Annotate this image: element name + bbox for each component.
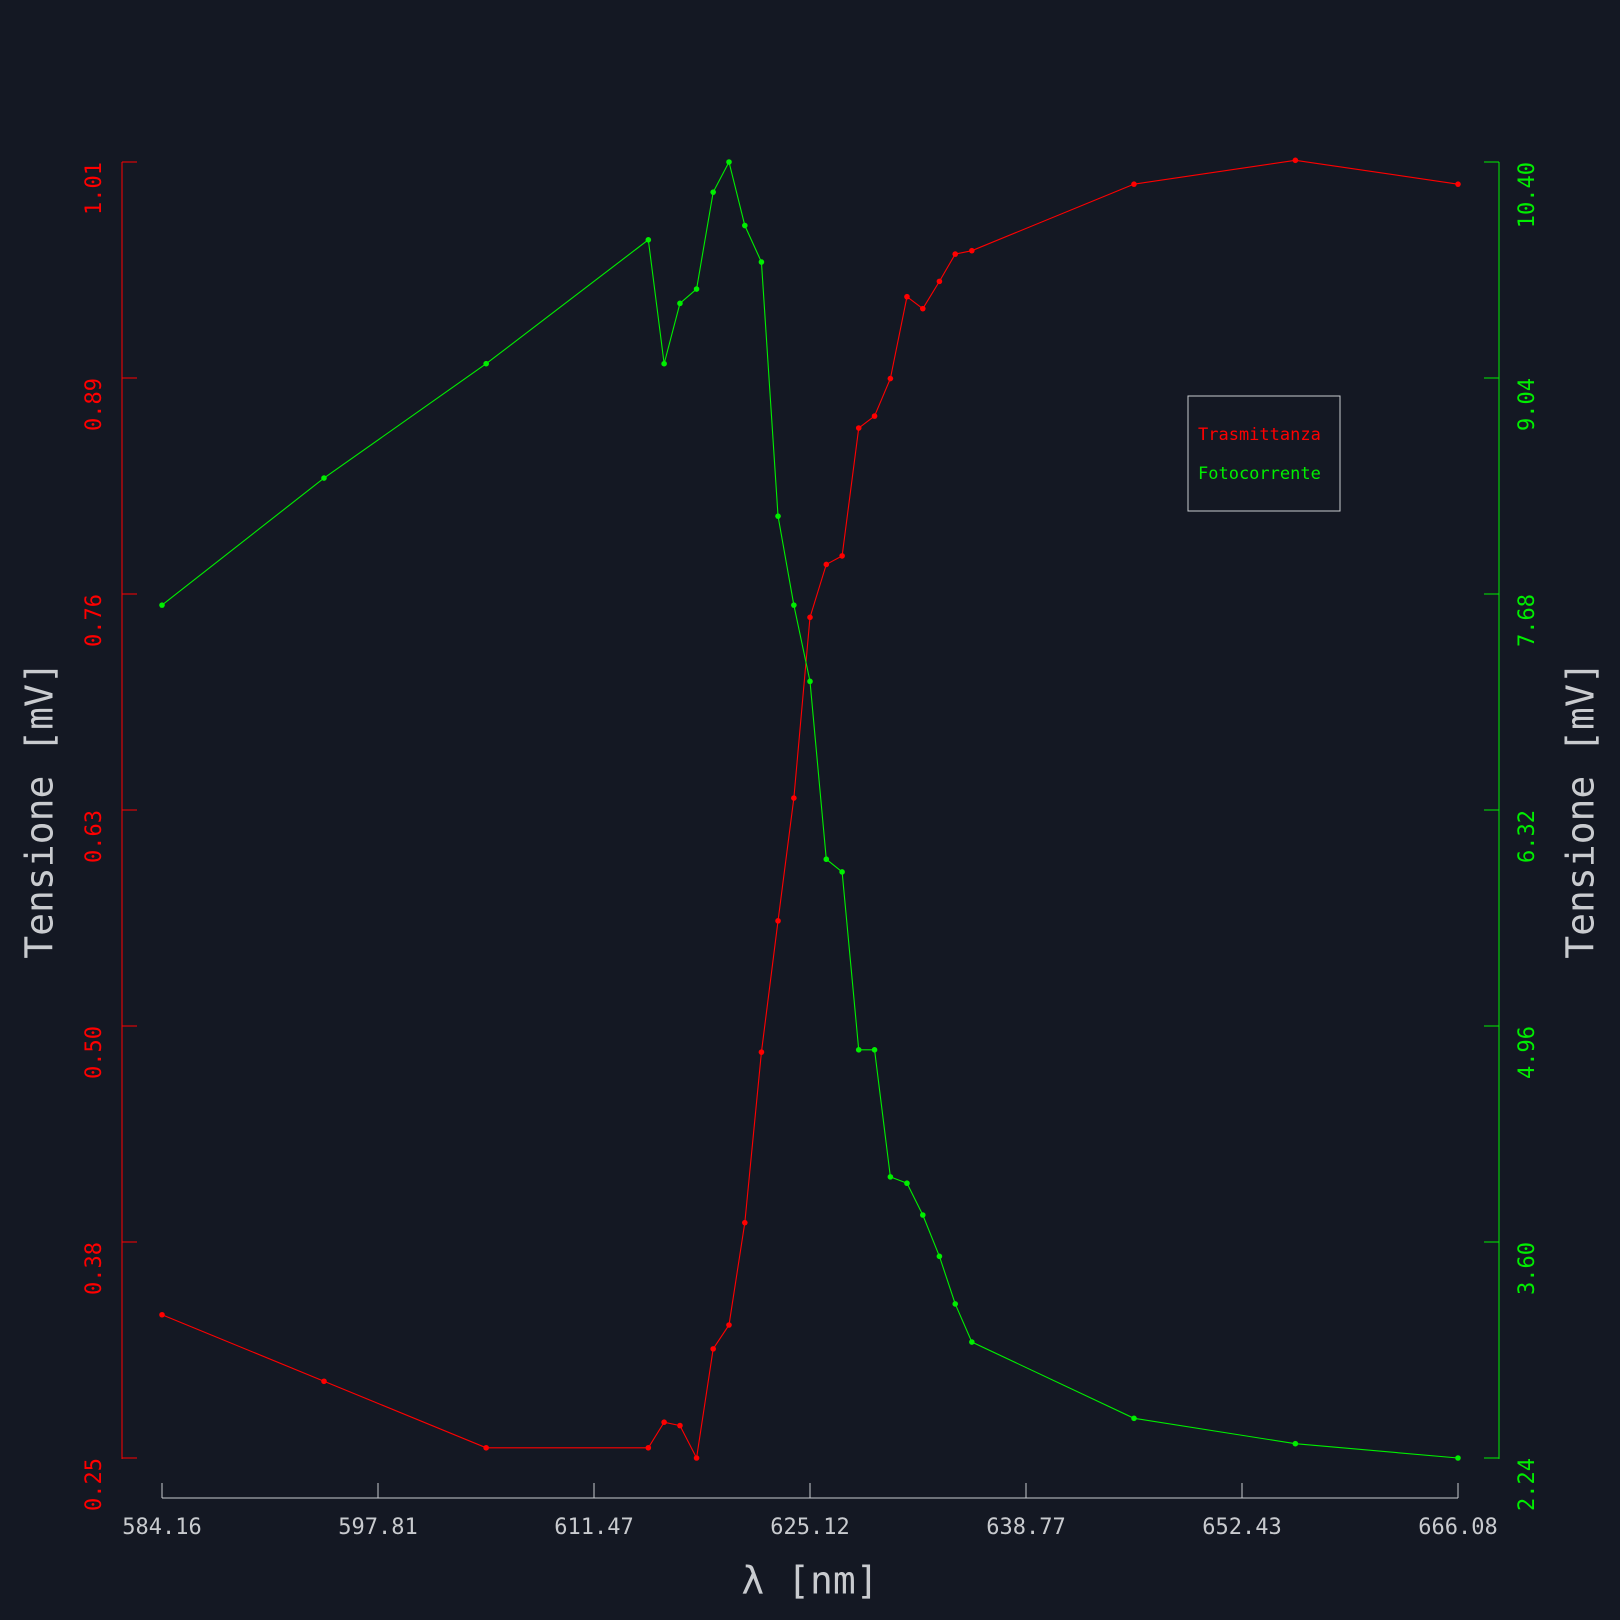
data-point-trasmittanza: [159, 1311, 165, 1318]
data-point-fotocorrente: [839, 869, 845, 875]
left-y-tick-label: 0.89: [82, 378, 107, 431]
data-point-fotocorrente: [1131, 1415, 1137, 1422]
data-point-trasmittanza: [742, 1219, 748, 1226]
left-y-tick-label: 0.76: [82, 594, 107, 647]
data-point-trasmittanza: [969, 247, 975, 254]
data-point-trasmittanza: [823, 561, 830, 568]
right-y-ticks: 2.24 3.60 4.96 6.32 7.68 9.04 10.40: [1484, 161, 1540, 1511]
legend-box: [1187, 395, 1341, 512]
x-tick-label: 611.47: [554, 1515, 633, 1540]
data-point-fotocorrente: [677, 300, 683, 307]
data-point-trasmittanza: [807, 614, 813, 621]
data-point-fotocorrente: [645, 237, 652, 243]
data-point-fotocorrente: [483, 360, 489, 367]
right-y-tick-label: 6.32: [1515, 810, 1540, 863]
data-point-trasmittanza: [661, 1419, 667, 1425]
data-point-trasmittanza: [775, 918, 781, 924]
data-point-fotocorrente: [1455, 1455, 1461, 1461]
data-point-fotocorrente: [710, 189, 716, 195]
left-y-tick-label: 0.38: [82, 1242, 107, 1295]
left-y-tick-label: 1.01: [82, 162, 107, 215]
x-axis-title: λ [nm]: [741, 1559, 878, 1603]
data-point-trasmittanza: [887, 375, 894, 382]
x-tick-label: 597.81: [338, 1515, 417, 1540]
data-point-fotocorrente: [693, 286, 700, 292]
x-tick-label: 638.77: [986, 1515, 1065, 1540]
data-point-trasmittanza: [693, 1455, 700, 1461]
x-tick-label: 625.12: [770, 1515, 849, 1540]
data-point-fotocorrente: [807, 678, 813, 685]
data-point-fotocorrente: [726, 159, 732, 165]
right-y-tick-label: 3.60: [1515, 1242, 1540, 1295]
data-point-trasmittanza: [952, 251, 959, 257]
data-point-trasmittanza: [919, 305, 926, 312]
data-point-fotocorrente: [661, 360, 667, 367]
data-point-fotocorrente: [758, 259, 765, 265]
right-y-tick-label: 2.24: [1515, 1458, 1540, 1511]
data-point-fotocorrente: [775, 513, 781, 519]
legend-entry-fotocorrente: Fotocorrente: [1198, 464, 1321, 484]
left-y-tick-label: 0.25: [82, 1458, 107, 1511]
data-point-trasmittanza: [677, 1422, 683, 1429]
series-layer: [159, 157, 1461, 1461]
data-point-trasmittanza: [871, 413, 878, 419]
data-point-fotocorrente: [159, 602, 165, 608]
data-point-trasmittanza: [645, 1444, 652, 1451]
data-point-trasmittanza: [1455, 181, 1461, 187]
data-point-fotocorrente: [887, 1174, 894, 1180]
x-tick-label: 652.43: [1202, 1515, 1281, 1540]
right-y-tick-label: 7.68: [1515, 594, 1540, 647]
data-point-fotocorrente: [952, 1301, 959, 1307]
x-tick-label: 666.08: [1418, 1515, 1497, 1540]
data-point-trasmittanza: [321, 1378, 327, 1385]
y-axis-title-left: Tensione [mV]: [18, 661, 62, 958]
data-point-fotocorrente: [1292, 1440, 1299, 1447]
data-point-trasmittanza: [904, 293, 910, 300]
right-y-tick-label: 4.96: [1515, 1026, 1540, 1079]
data-point-trasmittanza: [855, 425, 862, 431]
right-y-tick-label: 10.40: [1515, 162, 1540, 228]
y-axis-title-right: Tensione [mV]: [1559, 661, 1603, 958]
x-tick-label: 584.16: [122, 1515, 201, 1540]
x-ticks: 584.16 597.81 611.47 625.12 638.77 652.43 666.…: [122, 1483, 1498, 1540]
data-point-trasmittanza: [791, 795, 797, 801]
data-point-fotocorrente: [904, 1180, 910, 1187]
legend-entry-trasmittanza: Trasmittanza: [1198, 425, 1321, 445]
left-y-tick-label: 0.50: [82, 1026, 107, 1079]
data-point-fotocorrente: [969, 1339, 975, 1345]
data-point-trasmittanza: [936, 278, 943, 285]
data-point-fotocorrente: [823, 856, 830, 863]
data-point-fotocorrente: [871, 1047, 878, 1053]
data-point-trasmittanza: [710, 1346, 716, 1352]
data-point-trasmittanza: [1131, 181, 1137, 187]
right-y-tick-label: 9.04: [1515, 378, 1540, 431]
data-point-trasmittanza: [483, 1444, 489, 1451]
data-point-fotocorrente: [742, 222, 748, 229]
data-point-trasmittanza: [758, 1049, 765, 1055]
left-y-ticks: 0.25 0.38 0.50 0.63 0.76 0.89 1.01: [82, 161, 137, 1511]
legend: Trasmittanza Fotocorrente: [1187, 395, 1341, 512]
data-point-fotocorrente: [321, 475, 327, 481]
data-point-trasmittanza: [726, 1322, 732, 1328]
data-point-trasmittanza: [839, 553, 845, 559]
left-y-tick-label: 0.63: [82, 810, 107, 863]
data-point-fotocorrente: [855, 1047, 862, 1053]
data-point-fotocorrente: [919, 1212, 926, 1218]
data-point-fotocorrente: [936, 1253, 943, 1260]
data-point-fotocorrente: [791, 602, 797, 608]
data-point-trasmittanza: [1292, 157, 1299, 164]
